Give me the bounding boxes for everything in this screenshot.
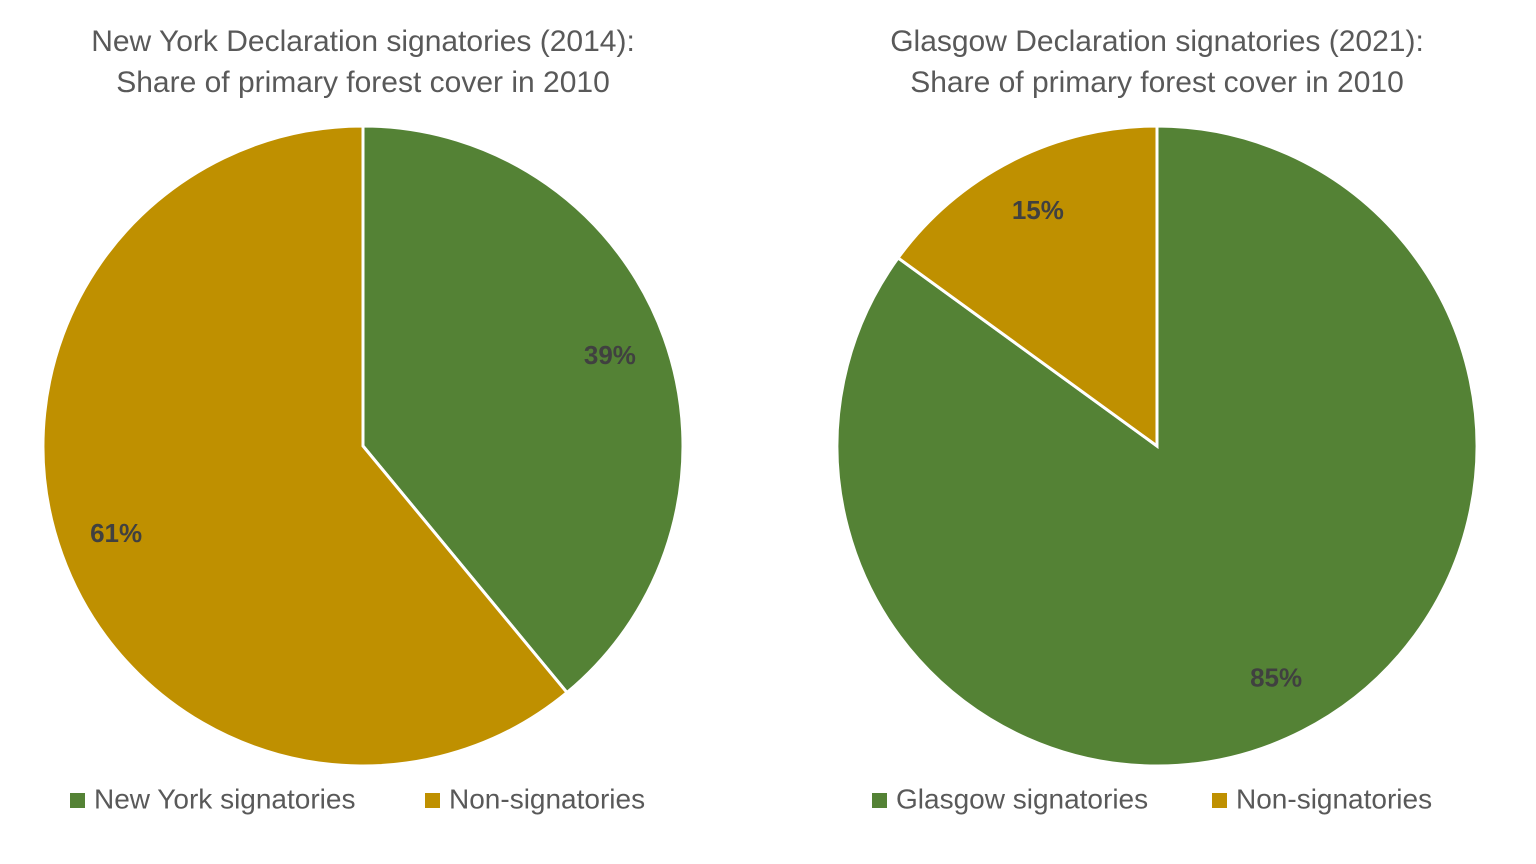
legend-swatch bbox=[872, 793, 887, 808]
legend-swatch bbox=[70, 793, 85, 808]
legend-label: New York signatories bbox=[94, 783, 355, 814]
legend-swatch bbox=[425, 793, 440, 808]
pie-slice bbox=[41, 124, 570, 768]
pie-slice bbox=[896, 124, 1159, 449]
pie-slice bbox=[361, 124, 685, 695]
value-label: 61% bbox=[90, 518, 142, 548]
legend-label: Glasgow signatories bbox=[896, 783, 1148, 814]
chart-title: New York Declaration signatories (2014): bbox=[91, 25, 635, 58]
legend-label: Non-signatories bbox=[449, 783, 645, 814]
value-label: 39% bbox=[584, 340, 636, 370]
chart-title: Glasgow Declaration signatories (2021): bbox=[890, 25, 1424, 58]
chart-title: Share of primary forest cover in 2010 bbox=[910, 66, 1404, 99]
value-label: 15% bbox=[1012, 195, 1064, 225]
value-label: 85% bbox=[1250, 663, 1302, 693]
chart-title: Share of primary forest cover in 2010 bbox=[116, 66, 610, 99]
legend-swatch bbox=[1212, 793, 1227, 808]
legend-label: Non-signatories bbox=[1236, 783, 1432, 814]
